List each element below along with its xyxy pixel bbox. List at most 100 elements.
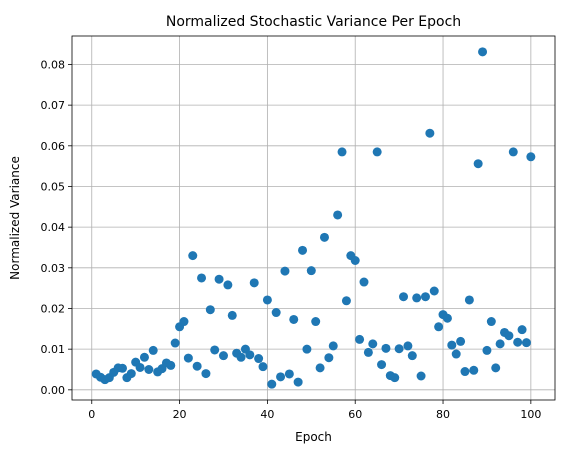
y-tick-label: 0.08	[41, 58, 66, 71]
y-tick-label: 0.05	[41, 180, 66, 193]
data-point	[166, 360, 176, 370]
data-point	[148, 345, 158, 355]
chart-title: Normalized Stochastic Variance Per Epoch	[166, 14, 461, 30]
data-point	[416, 371, 426, 381]
data-point	[170, 338, 180, 348]
y-tick-label: 0.02	[41, 302, 66, 315]
data-point	[311, 317, 321, 327]
y-tick-label: 0.03	[41, 262, 66, 275]
data-point	[298, 245, 308, 255]
data-point	[262, 295, 272, 305]
data-point	[271, 308, 281, 318]
data-point	[508, 147, 518, 157]
data-point	[429, 286, 439, 296]
data-point	[363, 347, 373, 357]
data-point	[399, 292, 409, 302]
x-tick-label: 20	[173, 408, 187, 421]
data-point	[407, 351, 417, 361]
data-point	[456, 336, 466, 346]
data-point	[473, 159, 483, 169]
data-point	[464, 295, 474, 305]
y-axis-ticks: 0.00 0.01 0.02 0.03 0.04 0.05 0.06 0.07 0.08	[41, 58, 72, 397]
data-point	[521, 338, 531, 348]
data-point	[420, 292, 430, 302]
data-point	[504, 331, 514, 341]
data-point	[328, 341, 338, 351]
data-point	[324, 353, 334, 363]
data-point	[139, 352, 149, 362]
data-point	[276, 372, 286, 382]
data-point	[341, 296, 351, 306]
data-point	[486, 317, 496, 327]
data-point	[117, 363, 127, 373]
data-point	[447, 340, 457, 350]
x-tick-label: 60	[348, 408, 362, 421]
data-point	[227, 310, 237, 320]
data-point	[302, 344, 312, 354]
data-point	[289, 314, 299, 324]
data-point	[179, 317, 189, 327]
data-point	[249, 278, 259, 288]
data-point	[293, 377, 303, 387]
data-point	[517, 325, 527, 335]
data-point	[355, 334, 365, 344]
data-point	[381, 343, 391, 353]
x-axis-ticks: 0 20 40 60 80 100	[88, 400, 541, 421]
data-point	[425, 128, 435, 138]
data-point	[280, 266, 290, 276]
data-point	[214, 274, 224, 284]
x-tick-label: 100	[520, 408, 541, 421]
data-point	[245, 350, 255, 360]
data-point	[442, 313, 452, 323]
data-point	[236, 352, 246, 362]
data-point	[434, 322, 444, 332]
data-point	[267, 379, 277, 389]
data-point	[135, 362, 145, 372]
data-point	[469, 365, 479, 375]
data-point	[412, 293, 422, 303]
data-point	[368, 339, 378, 349]
data-point	[372, 147, 382, 157]
data-point	[451, 349, 461, 359]
data-point	[223, 280, 233, 290]
data-point	[482, 345, 492, 355]
data-point	[210, 345, 220, 355]
y-tick-label: 0.00	[41, 384, 66, 397]
y-tick-label: 0.07	[41, 99, 66, 112]
data-point	[513, 337, 523, 347]
grid-lines	[72, 36, 555, 400]
data-point	[403, 341, 413, 351]
data-point	[394, 344, 404, 354]
data-point	[197, 273, 207, 283]
data-point	[337, 147, 347, 157]
data-point	[478, 47, 488, 57]
data-point	[284, 369, 294, 379]
y-tick-label: 0.04	[41, 221, 66, 234]
data-point	[144, 364, 154, 374]
data-point	[359, 277, 369, 287]
data-point	[201, 369, 211, 379]
data-point	[495, 339, 505, 349]
data-point	[390, 373, 400, 383]
x-tick-label: 80	[436, 408, 450, 421]
data-point	[254, 354, 264, 364]
data-point	[333, 210, 343, 220]
data-point	[350, 256, 360, 266]
data-point	[183, 353, 193, 363]
axes-frame	[71, 35, 556, 401]
data-point	[491, 363, 501, 373]
data-point	[460, 367, 470, 377]
data-point	[126, 369, 136, 379]
data-point	[377, 360, 387, 370]
data-points	[91, 47, 536, 389]
data-point	[205, 305, 215, 315]
data-point	[188, 251, 198, 261]
y-tick-label: 0.01	[41, 343, 66, 356]
x-axis-label: Epoch	[295, 430, 332, 444]
data-point	[218, 351, 228, 361]
y-axis-label: Normalized Variance	[8, 156, 22, 280]
y-tick-label: 0.06	[41, 140, 66, 153]
data-point	[315, 363, 325, 373]
